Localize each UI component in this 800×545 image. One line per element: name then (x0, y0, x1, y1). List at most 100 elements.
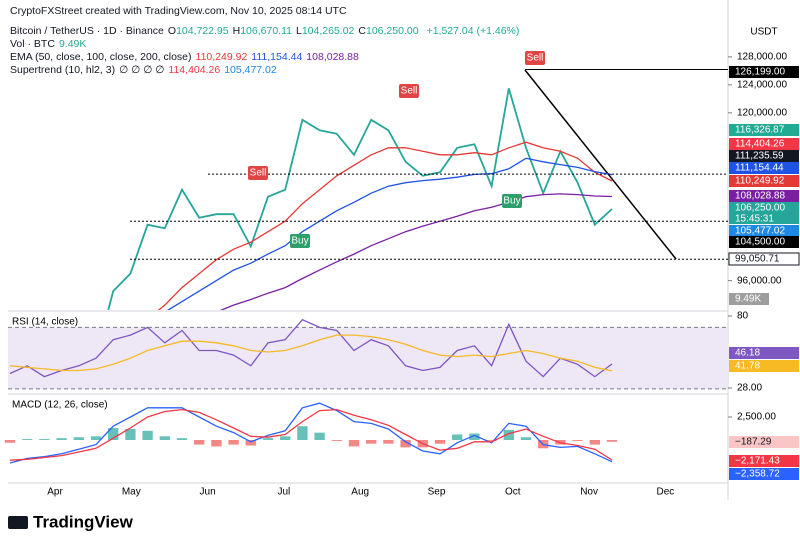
ema-value: 111,154.44 (251, 51, 303, 63)
histogram-bar (589, 440, 600, 445)
ohlc-key: L (296, 25, 302, 37)
histogram-bar (297, 426, 308, 441)
histogram-bar (159, 436, 170, 441)
vol-value: 9.49K (58, 38, 87, 50)
y-tick-label: 120,000.00 (737, 107, 787, 118)
histogram-bar (469, 433, 480, 441)
brand: TradingView (33, 512, 134, 531)
pane-title: RSI (14, close) (12, 317, 78, 328)
change: +1,527.04 (+1.46%) (426, 25, 520, 37)
price-badge (729, 150, 799, 162)
x-tick-label: Dec (657, 487, 675, 498)
series-line (166, 157, 613, 310)
signal-label: Buy (503, 196, 520, 207)
legend-symbol: Bitcoin / TetherUS · 1D · Binance O104,72… (10, 25, 523, 37)
price-badge (729, 360, 799, 372)
histogram-bar (22, 439, 33, 441)
histogram-bar (434, 440, 446, 444)
price-badge-label: −2,171.43 (735, 456, 780, 467)
logo (8, 516, 28, 529)
price-badge (729, 175, 799, 187)
price-badge (729, 124, 799, 136)
ohlc: O104,722.95 H106,670.11 L104,265.02 C106,25… (168, 25, 423, 37)
vol: Vol · BTC (10, 38, 55, 50)
ohlc-value: 106,250.00 (366, 25, 419, 37)
histogram-bar (452, 434, 463, 441)
histogram-bar (108, 428, 119, 441)
y-tick-label: 96,000.00 (737, 275, 782, 286)
histogram-bar (280, 436, 291, 441)
histogram-bar (4, 440, 16, 443)
histogram-bar (125, 428, 136, 441)
x-tick-label: Oct (505, 487, 521, 498)
price-badge-label: 106,250.00 (735, 203, 785, 214)
histogram-bar (520, 437, 532, 441)
series-line (9, 408, 613, 461)
price-badge (729, 436, 799, 448)
price-badge-label: −2,358.72 (735, 469, 780, 480)
histogram-bar (176, 438, 188, 441)
price-badge (729, 138, 799, 150)
legend-ema: EMA (50, close, 100, close, 200, close) 1… (10, 51, 363, 63)
price-badge (729, 347, 799, 359)
histogram-bar (314, 432, 325, 441)
pane-title: MACD (12, 26, close) (12, 400, 108, 411)
volume-badge (729, 293, 769, 305)
histogram-bar (73, 437, 84, 441)
signal-label: Sell (250, 168, 267, 179)
histogram-bar (262, 438, 274, 441)
price-badge-label: −187.29 (735, 437, 772, 448)
x-tick-label: Nov (580, 487, 598, 498)
histogram-bar (383, 440, 394, 444)
price-badge (729, 455, 799, 467)
histogram-bar (56, 438, 67, 441)
price-badge-label: 105,477.02 (735, 226, 785, 237)
price-badge (729, 236, 799, 248)
x-tick-label: Jun (200, 487, 216, 498)
histogram-bar (486, 440, 497, 441)
signal-badge (399, 84, 419, 98)
signal-label: Sell (527, 53, 544, 64)
rsi-band (8, 327, 728, 389)
price-badge-label: 46.18 (735, 348, 760, 359)
histogram-bar (331, 440, 342, 441)
price-badge (729, 225, 799, 237)
price-badge-label: 41.78 (735, 361, 760, 372)
price-badge-label: 110,249.92 (735, 176, 785, 187)
price-badge-label: 104,500.00 (735, 237, 785, 248)
x-tick-label: Jul (278, 487, 291, 498)
series-line (9, 318, 613, 378)
histogram-bar (503, 429, 514, 441)
signal-badge (290, 234, 310, 248)
x-tick-label: Sep (428, 487, 446, 498)
price-badge (729, 202, 799, 224)
histogram-bar (348, 440, 360, 447)
legend-vol: Vol · BTC 9.49K (10, 38, 90, 50)
ema-value: 108,028.88 (306, 51, 359, 63)
volume-badge-label: 9.49K (735, 294, 761, 305)
signal-badge (248, 166, 268, 180)
price-badge (729, 66, 799, 78)
histogram-bar (366, 440, 377, 444)
trend-line (524, 69, 677, 260)
price-badge (729, 468, 799, 480)
ohlc-key: C (358, 25, 366, 37)
histogram-bar (245, 440, 256, 446)
series-line (107, 88, 613, 310)
ema-value: 110,249.92 (195, 51, 248, 63)
countdown: 15:45:31 (735, 214, 774, 225)
price-badge-label: 126,199.00 (735, 67, 785, 78)
y-tick-label: 2,500.00 (737, 412, 776, 423)
price-badge-label: 108,028.88 (735, 191, 785, 202)
ohlc-value: 104,265.02 (301, 25, 355, 37)
price-badge-label: 114,404.26 (735, 139, 785, 150)
supertrend: Supertrend (10, hl2, 3) (10, 64, 116, 76)
price-badge (728, 252, 800, 266)
signal-label: Buy (291, 236, 308, 247)
histogram-bar (39, 439, 50, 441)
y-tick-label: 28.00 (737, 383, 762, 394)
y-tick-label: 80 (737, 311, 749, 322)
price-badge (729, 190, 799, 202)
